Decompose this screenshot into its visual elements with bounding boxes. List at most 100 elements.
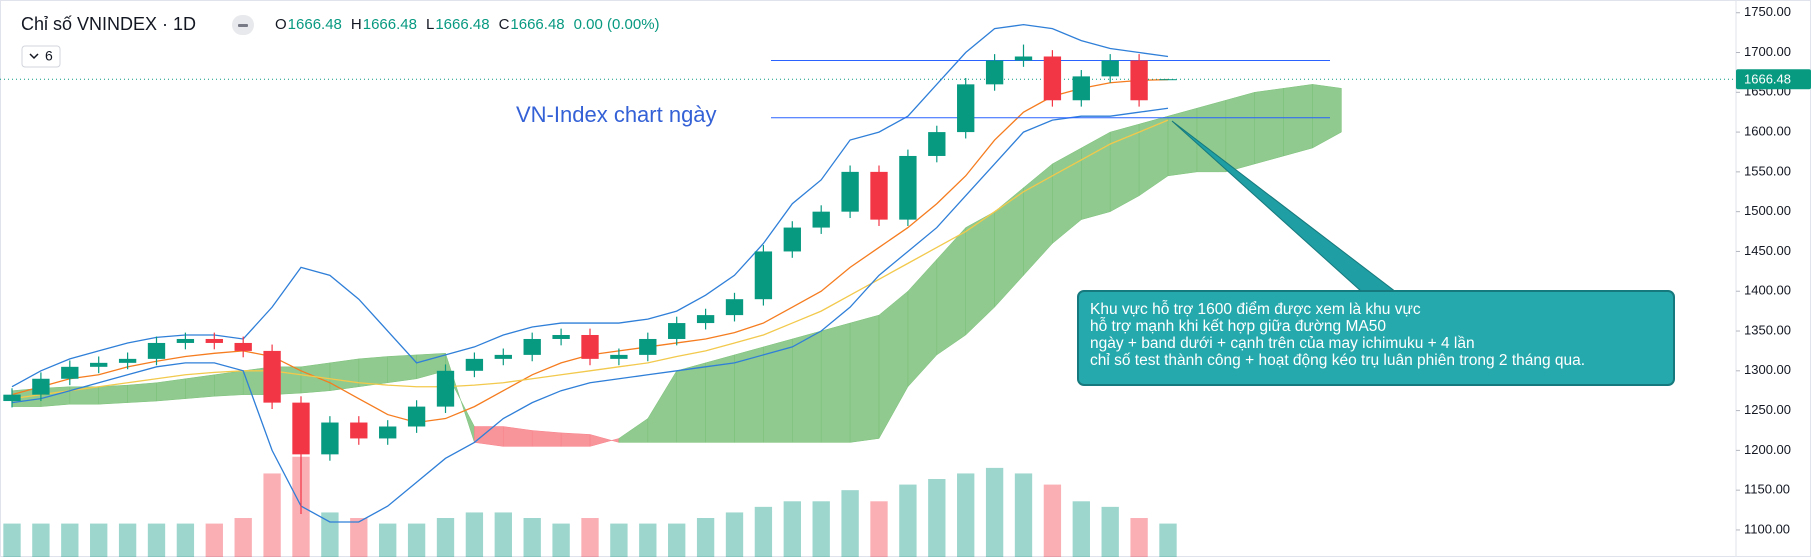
- chevron: [29, 53, 39, 60]
- ohlc-value: 1666.48: [288, 16, 342, 33]
- volume-bar: [812, 501, 830, 557]
- candle-body: [1014, 56, 1033, 61]
- y-tick-label: 1600.00: [1744, 124, 1791, 139]
- indicator-line: [11, 24, 1169, 388]
- volume-bar: [1159, 523, 1177, 557]
- callout-box: [1077, 290, 1675, 386]
- candle-body: [263, 350, 281, 403]
- volume-bar: [494, 512, 512, 557]
- volume-bar: [379, 523, 397, 557]
- cloud-segment: [531, 430, 562, 447]
- callout-text: Khu vực hỗ trợ 1600 điểm được xem là khu…: [1090, 301, 1585, 369]
- volume-bar: [176, 523, 195, 557]
- candle-body: [465, 358, 484, 371]
- cloud-segment: [849, 314, 880, 443]
- cloud-segment: [358, 356, 388, 388]
- cloud-segment: [127, 382, 157, 403]
- cloud-segment: [156, 378, 186, 402]
- cloud-segment: [98, 384, 128, 405]
- ohlc-key: H: [351, 16, 362, 33]
- volume-bar: [32, 523, 50, 557]
- candle-body: [523, 338, 541, 355]
- volume-bar: [552, 523, 570, 557]
- candle-body: [147, 342, 166, 359]
- cloud-segment: [763, 338, 793, 443]
- ohlc-value: 1666.48: [435, 16, 489, 33]
- callout-line: hỗ trợ mạnh khi kết hợp giữa đường MA50: [1090, 318, 1386, 335]
- ohlc-key: O: [275, 16, 287, 33]
- volume-bar: [957, 473, 975, 557]
- candle-body: [899, 155, 917, 220]
- price-tag: [1736, 69, 1811, 90]
- price-tag-label: 1666.48: [1744, 72, 1791, 87]
- candle-body: [1101, 60, 1119, 77]
- cloud-segment: [329, 358, 360, 391]
- volume-bar: [1014, 473, 1033, 557]
- cloud-segment: [1167, 107, 1198, 177]
- y-tick-label: 1100.00: [1744, 521, 1790, 536]
- cloud-segment: [820, 322, 851, 443]
- candle-body: [928, 132, 946, 156]
- candle-body: [3, 394, 21, 402]
- volume-layer: [3, 456, 1177, 557]
- volume-bar: [1072, 501, 1090, 557]
- volume-bar: [407, 523, 426, 557]
- annotation: VN-Index chart ngày: [516, 102, 717, 127]
- candle-body: [668, 323, 686, 339]
- volume-bar: [263, 473, 281, 557]
- volume-bar: [928, 479, 946, 557]
- volume-bar: [985, 467, 1004, 557]
- candle-body: [118, 358, 137, 363]
- cloud-segment: [1312, 84, 1342, 149]
- callout-line: ngày + band dưới + cạnh trên của may ich…: [1090, 335, 1475, 352]
- y-tick-label: 1400.00: [1744, 283, 1791, 298]
- candle-body: [552, 334, 570, 339]
- candle-layer: [3, 44, 1177, 515]
- change: 0.00 (0.00%): [574, 16, 660, 33]
- cloud-segment: [185, 374, 215, 399]
- y-tick-label: 1750.00: [1744, 4, 1791, 19]
- candle-body: [696, 315, 715, 324]
- candle-body: [957, 84, 975, 133]
- indicator-toggle[interactable]: [21, 45, 61, 68]
- volume-bar: [870, 501, 888, 557]
- y-axis: 1750.001700.001650.001600.001550.001500.…: [1736, 4, 1811, 536]
- volume-bar: [754, 506, 773, 557]
- candle-body: [841, 171, 859, 212]
- candle-body: [234, 342, 252, 351]
- volume-bar: [321, 512, 339, 557]
- ohlc-value: 1666.48: [363, 16, 417, 33]
- cloud-segment: [676, 362, 706, 443]
- candle-body: [90, 362, 108, 367]
- candle-body: [407, 406, 426, 427]
- volume-bar: [610, 523, 628, 557]
- cloud-segment: [792, 330, 822, 443]
- y-tick-label: 1200.00: [1744, 442, 1791, 457]
- ohlc-readout: O 1666.48 H 1666.48 L 1666.48 C 1666.48 0.00 (0.…: [275, 16, 660, 33]
- y-tick-label: 1250.00: [1744, 402, 1791, 417]
- volume-bar: [696, 518, 715, 557]
- y-tick-label: 1700.00: [1744, 44, 1791, 59]
- candle-body: [1072, 76, 1090, 101]
- volume-bar: [783, 501, 801, 557]
- candle-body: [61, 366, 79, 379]
- candle-body: [1159, 79, 1177, 81]
- collapse-icon: [238, 24, 248, 27]
- candle-body: [176, 338, 195, 343]
- cloud-segment: [1283, 84, 1313, 157]
- cloud-segment: [214, 370, 244, 397]
- volume-bar: [465, 512, 484, 557]
- indicator-count: 6: [45, 48, 53, 64]
- candle-body: [379, 426, 397, 439]
- volume-bar: [147, 523, 166, 557]
- volume-bar: [234, 518, 252, 557]
- callout-line: chỉ số test thành công + hoạt động kéo t…: [1090, 352, 1585, 369]
- ohlc-value: 1666.48: [510, 16, 564, 33]
- volume-bar: [1043, 484, 1062, 557]
- candle-body: [725, 299, 744, 316]
- cloud-segment: [1225, 91, 1255, 173]
- candle-body: [783, 227, 801, 252]
- indicator-line: [11, 107, 1169, 523]
- y-tick-label: 1500.00: [1744, 203, 1791, 218]
